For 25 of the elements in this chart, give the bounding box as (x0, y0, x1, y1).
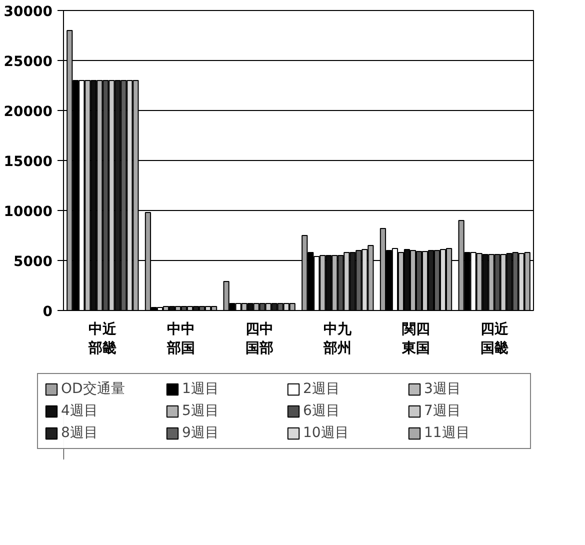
legend-label: 9週目 (182, 424, 220, 442)
legend-label: 6週目 (302, 402, 341, 420)
y-tick-label: 0 (42, 304, 53, 320)
legend-label: 4週目 (60, 402, 99, 420)
x-tick-label: 中中部国 (166, 322, 195, 357)
x-tick-label: 中九部州 (322, 322, 353, 357)
legend-label: 3週目 (424, 380, 462, 398)
legend-label: OD交通量 (60, 380, 126, 398)
y-tick-label: 30000 (4, 4, 53, 20)
y-tick-label: 20000 (4, 104, 53, 120)
x-tick-label: 中近部畿 (88, 320, 118, 357)
legend-label: 5週目 (182, 402, 220, 420)
x-tick-label: 四中国部 (245, 322, 274, 357)
y-tick-label: 25000 (4, 54, 53, 70)
legend-label: 8週目 (60, 424, 99, 442)
y-tick-label: 5000 (14, 254, 53, 270)
legend-label: 11週目 (424, 424, 471, 442)
x-tick-label: 関四東国 (401, 322, 430, 357)
legend-label: 7週目 (424, 402, 462, 420)
legend-label: 10週目 (302, 424, 350, 442)
x-tick-label: 四近国畿 (480, 320, 510, 357)
legend-label: 2週目 (302, 380, 341, 398)
legend-label: 1週目 (182, 380, 220, 398)
y-tick-label: 15000 (4, 154, 53, 170)
y-tick-label: 10000 (4, 204, 53, 220)
